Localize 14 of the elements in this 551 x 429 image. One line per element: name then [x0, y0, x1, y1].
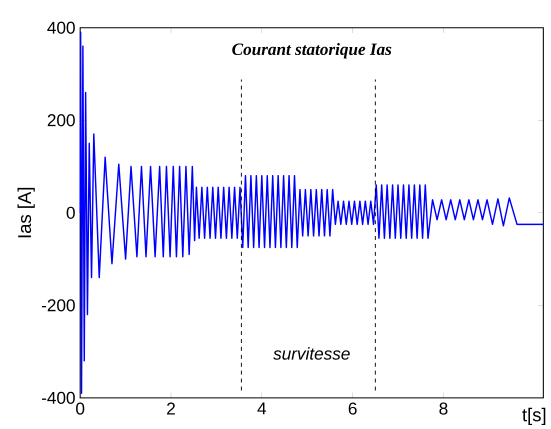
x-tick-label: 8: [439, 402, 448, 414]
x-tick-label: 2: [167, 402, 175, 414]
x-tick-label: 0: [76, 402, 84, 414]
y-tick-label: -400: [42, 392, 75, 404]
x-tick-label: 6: [348, 402, 357, 414]
y-tick-label: 200: [48, 114, 75, 126]
y-tick-label: 0: [66, 206, 75, 219]
annotation: survitesse: [273, 346, 350, 360]
text: Courant statorique Ias: [232, 42, 392, 58]
y-tick-label: -200: [42, 299, 75, 312]
y-axis-title: Ias [A]: [18, 188, 35, 238]
x-tick-label: 4: [257, 402, 266, 414]
x-axis-title: t[s]: [522, 408, 546, 425]
y-tick-label: 400: [47, 21, 75, 34]
